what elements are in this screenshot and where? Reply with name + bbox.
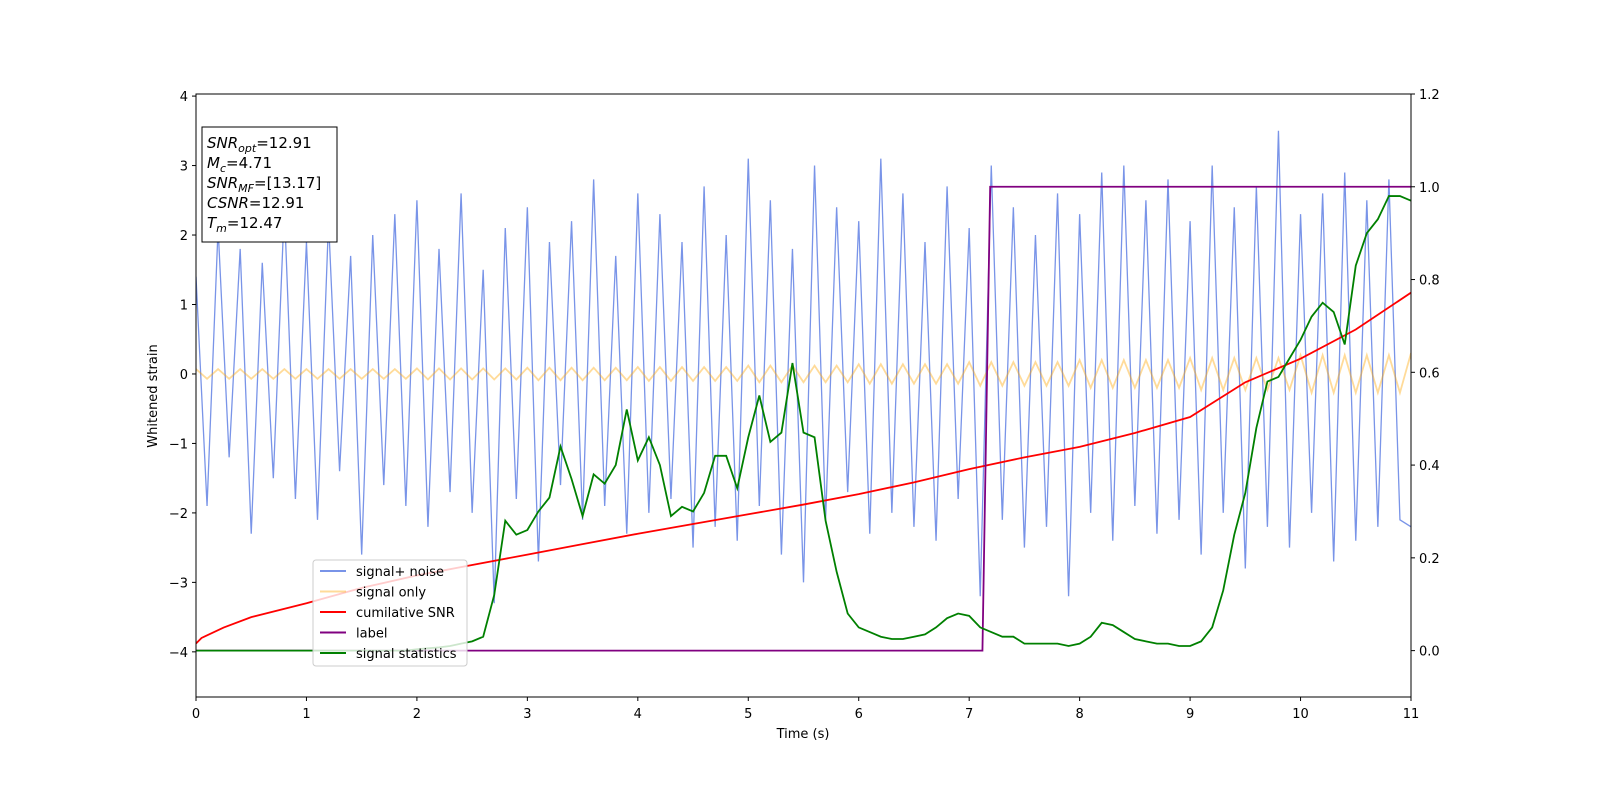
annotation-symbol: T [207,214,218,232]
annotation-subscript: opt [238,142,257,155]
legend-label: label [356,627,387,642]
y2-tick-label: 0.4 [1419,459,1440,474]
annotation-symbol: SNR [207,134,238,152]
x-tick-label: 11 [1403,707,1420,722]
x-tick-label: 5 [744,707,752,722]
annotation-value: =12.47 [227,214,283,232]
y-tick-label: 0 [180,368,188,383]
legend-label: signal only [356,586,426,601]
x-tick-label: 8 [1075,707,1083,722]
series-line [196,130,1411,604]
y-axis-label: Whitened strain [146,344,161,447]
legend-label: signal statistics [356,647,457,662]
legend-box [312,559,468,667]
x-axis-label: Time (s) [776,727,830,742]
annotation-box [201,126,338,243]
y2-tick-label: 1.0 [1419,181,1440,196]
legend-label: signal+ noise [356,565,444,580]
legend-label: cumilative SNR [356,606,455,621]
x-tick-label: 9 [1186,707,1194,722]
annotation-value: =4.71 [226,154,272,172]
series-line [196,352,1411,396]
y2-tick-label: 0.0 [1419,645,1440,660]
y-tick-label: 4 [180,90,188,105]
annotation-line: CSNR=12.91 [207,194,304,212]
x-tick-label: 1 [302,707,310,722]
y-tick-label: −1 [169,437,188,452]
series-line [196,185,1411,652]
annotation-line: Mc=4.71 [207,154,272,175]
y-tick-label: 3 [180,160,188,175]
series-line [196,291,1411,645]
y2-tick-label: 1.2 [1419,88,1440,103]
annotation-value: =[13.17] [254,174,321,192]
x-tick-label: 2 [413,707,421,722]
x-tick-label: 7 [965,707,973,722]
y-tick-label: −4 [169,646,188,661]
x-tick-label: 3 [523,707,531,722]
y-tick-label: 1 [180,298,188,313]
y2-tick-label: 0.6 [1419,366,1440,381]
annotation-symbol: M [207,154,220,172]
annotation-symbol: CSNR [207,194,249,212]
annotation-subscript: c [220,162,226,175]
annotation-value: =12.91 [249,194,305,212]
annotation-subscript: m [216,222,227,235]
y-tick-label: −3 [169,576,188,591]
x-tick-label: 4 [634,707,642,722]
y-tick-label: 2 [180,229,188,244]
annotation-subscript: MF [238,182,254,195]
x-tick-label: 0 [192,707,200,722]
annotation-line: SNRMF=[13.17] [207,174,321,195]
y2-tick-label: 0.8 [1419,274,1440,289]
annotation-line: SNRopt=12.91 [207,134,312,155]
annotation-value: =12.91 [256,134,312,152]
annotation-line: Tm=12.47 [207,214,282,235]
x-tick-label: 6 [855,707,863,722]
y-tick-label: −2 [169,507,188,522]
annotation-symbol: SNR [207,174,238,192]
axes-frame [195,93,1412,698]
x-tick-label: 10 [1292,707,1309,722]
y2-tick-label: 0.2 [1419,552,1440,567]
